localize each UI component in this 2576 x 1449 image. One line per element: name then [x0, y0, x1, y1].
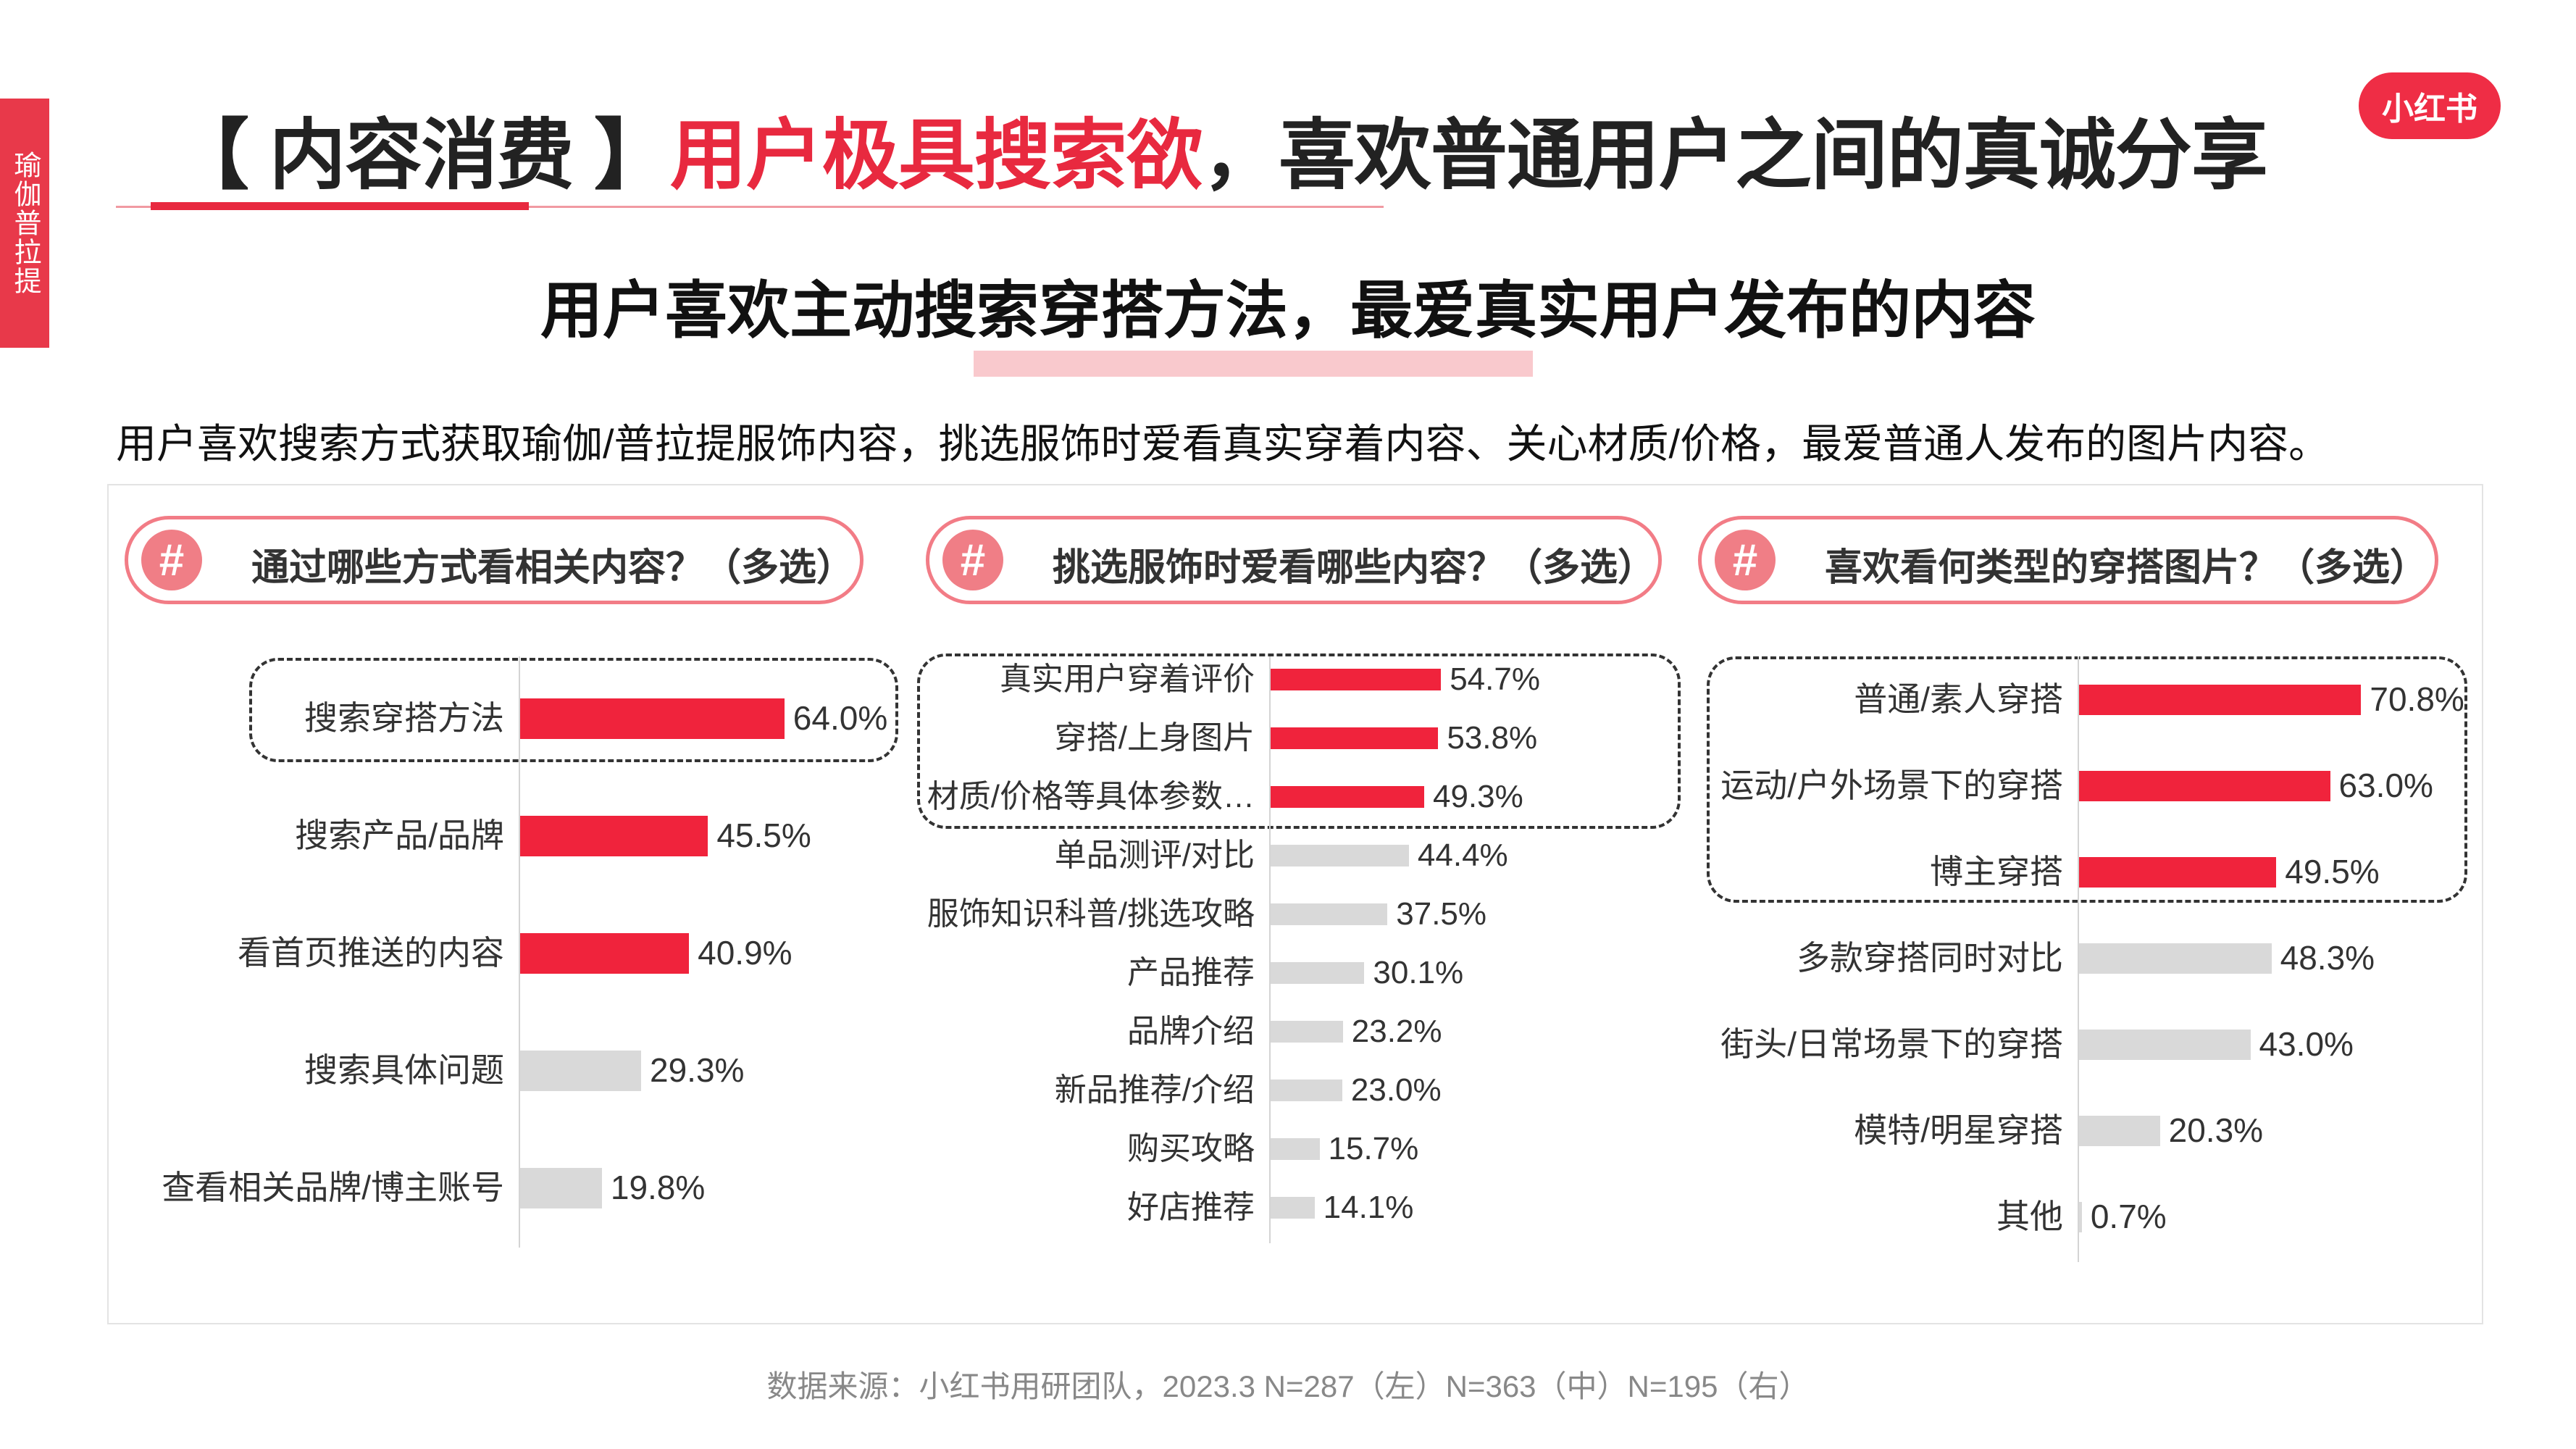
category-label: 其他 [1996, 1198, 2063, 1236]
value-label: 14.1% [1323, 1189, 1414, 1225]
value-label: 64.0% [793, 699, 888, 738]
chart-title-middle: 挑选服饰时爱看哪些内容？（多选） [1053, 547, 1656, 589]
title-highlight: 用户极具搜索欲 [669, 113, 1203, 199]
hash-icon: # [141, 530, 202, 590]
title-bracket: 【 内容消费 】 [172, 113, 671, 199]
chart-header-left: # 通过哪些方式看相关内容？（多选） [125, 516, 863, 604]
category-label: 查看相关品牌/博主账号 [162, 1169, 504, 1207]
bar [520, 1051, 641, 1091]
category-label: 产品推荐 [1127, 954, 1255, 990]
hash-icon: # [1715, 530, 1776, 590]
value-label: 15.7% [1328, 1130, 1419, 1166]
value-label: 48.3% [2280, 939, 2375, 977]
description: 用户喜欢搜索方式获取瑜伽/普拉提服饰内容，挑选服饰时爱看真实穿着内容、关心材质/… [116, 421, 2330, 467]
category-label: 购买攻略 [1127, 1130, 1255, 1166]
value-label: 19.8% [610, 1169, 706, 1207]
value-label: 54.7% [1450, 661, 1540, 697]
title-underline [116, 206, 1384, 208]
bar [2079, 857, 2277, 888]
category-label: 街头/日常场景下的穿搭 [1720, 1025, 2063, 1064]
subtitle: 用户喜欢主动搜索穿搭方法，最爱真实用户发布的内容 [540, 276, 2036, 346]
title-underline-accent [151, 202, 529, 210]
value-label: 63.0% [2338, 767, 2433, 805]
chart-panel [107, 484, 2483, 1324]
bar [1271, 1197, 1315, 1219]
bar [1271, 1021, 1343, 1043]
subtitle-highlight-bar [974, 351, 1533, 377]
page-title: 【 内容消费 】用户极具搜索欲，喜欢普通用户之间的真诚分享 [172, 93, 2268, 204]
bar [2079, 1030, 2251, 1060]
bar [1271, 727, 1439, 749]
value-label: 23.0% [1350, 1072, 1442, 1108]
category-label: 新品推荐/介绍 [1054, 1072, 1255, 1108]
bar [520, 933, 690, 974]
value-label: 30.1% [1373, 954, 1464, 990]
value-label: 0.7% [2090, 1198, 2167, 1236]
value-label: 20.3% [2168, 1111, 2264, 1150]
title-rest: ，喜欢普通用户之间的真诚分享 [1202, 113, 2268, 199]
highlight-group-outline [1707, 656, 2467, 903]
value-label: 43.0% [2259, 1025, 2354, 1064]
chart-title-right: 喜欢看何类型的穿搭图片？（多选） [1825, 547, 2428, 589]
category-label: 服饰知识科普/挑选攻略 [927, 895, 1255, 932]
bar [520, 816, 708, 856]
bar [2079, 685, 2362, 715]
category-label: 真实用户穿着评价 [1000, 661, 1255, 697]
bar [1271, 1080, 1342, 1101]
category-label: 穿搭/上身图片 [1054, 719, 1255, 756]
category-label: 搜索穿搭方法 [304, 699, 504, 738]
value-label: 49.5% [2285, 853, 2380, 891]
bar [2079, 771, 2330, 801]
value-label: 23.2% [1351, 1013, 1442, 1049]
bar [1271, 1138, 1320, 1160]
bar [1271, 845, 1409, 867]
chart-header-right: # 喜欢看何类型的穿搭图片？（多选） [1698, 516, 2438, 604]
bar [1271, 669, 1442, 690]
value-label: 53.8% [1447, 719, 1538, 756]
bar [520, 698, 785, 739]
value-label: 49.3% [1432, 778, 1523, 814]
value-label: 45.5% [716, 817, 811, 855]
chart-header-middle: # 挑选服饰时爱看哪些内容？（多选） [926, 516, 1662, 604]
category-label: 运动/户外场景下的穿搭 [1720, 767, 2063, 805]
category-label: 搜索产品/品牌 [295, 817, 504, 855]
bar [1271, 903, 1388, 925]
value-label: 70.8% [2370, 680, 2464, 719]
category-label: 材质/价格等具体参数… [927, 778, 1255, 814]
bar [520, 1168, 602, 1208]
category-axis [519, 656, 520, 1248]
value-label: 37.5% [1396, 895, 1487, 932]
category-label: 模特/明星穿搭 [1854, 1111, 2063, 1150]
highlight-group-outline [917, 653, 1681, 829]
bar [2079, 1116, 2160, 1146]
highlight-group-outline [249, 658, 898, 762]
bar [2079, 1202, 2082, 1232]
bar [2079, 943, 2272, 974]
category-label: 博主穿搭 [1930, 853, 2063, 891]
bar [1271, 962, 1365, 984]
category-label: 品牌介绍 [1127, 1013, 1255, 1049]
chart-title-left: 通过哪些方式看相关内容？（多选） [251, 547, 855, 589]
category-label: 好店推荐 [1127, 1189, 1255, 1225]
category-label: 搜索具体问题 [304, 1051, 504, 1090]
category-label: 普通/素人穿搭 [1854, 680, 2063, 719]
category-label: 看首页推送的内容 [238, 934, 504, 972]
brand-logo: 小红书 [2359, 72, 2501, 139]
side-category-tab: 瑜伽普拉提 [0, 99, 49, 348]
category-axis [1269, 656, 1271, 1243]
bar [1271, 786, 1424, 808]
value-label: 29.3% [650, 1051, 745, 1090]
category-label: 多款穿搭同时对比 [1797, 939, 2063, 977]
category-axis [2078, 656, 2079, 1262]
data-source-note: 数据来源：小红书用研团队，2023.3 N=287（左）N=363（中）N=19… [766, 1369, 1810, 1403]
value-label: 44.4% [1417, 837, 1508, 873]
hash-icon: # [942, 530, 1003, 590]
category-label: 单品测评/对比 [1054, 837, 1255, 873]
value-label: 40.9% [698, 934, 793, 972]
